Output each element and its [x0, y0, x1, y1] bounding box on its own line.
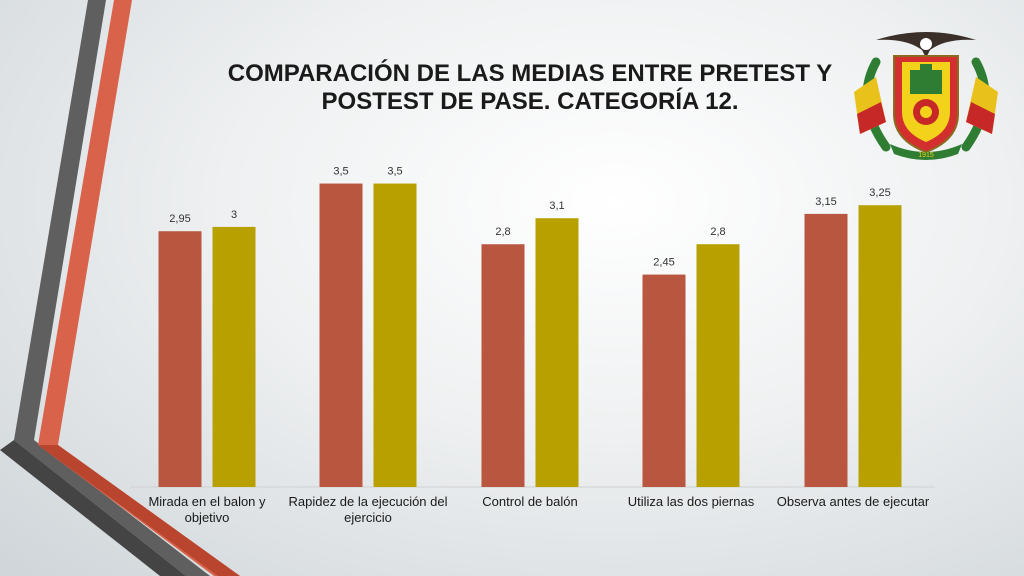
category-label-1: Mirada en el balon y objetivo: [122, 494, 292, 526]
bottom-dark-stripe: [0, 440, 186, 576]
eagle-head: [920, 38, 932, 50]
bottom-accent-stripe: [38, 445, 240, 576]
bar-series1-5: [804, 213, 848, 487]
category-label-3: Control de balón: [445, 494, 615, 510]
bar-series2-2: [373, 183, 417, 488]
target-inner: [920, 106, 932, 118]
value-labels-group: 2,95 3 3,5 3,5 2,8 3,1 2,45 2,8 3,15 3,25: [169, 166, 890, 269]
data-label-series2-1: 3: [231, 209, 237, 221]
bar-series2-1: [212, 226, 256, 487]
bars-group: [158, 183, 902, 488]
category-label-line: ejercicio: [344, 510, 392, 525]
category-label-line: Mirada en el balon y: [148, 494, 266, 509]
data-label-series2-3: 3,1: [549, 200, 564, 212]
data-label-series2-4: 2,8: [710, 226, 725, 238]
bar-series2-4: [696, 244, 740, 487]
flag-left-stripe: [857, 102, 886, 134]
category-label-2: Rapidez de la ejecución del ejercicio: [283, 494, 453, 526]
data-label-series2-5: 3,25: [869, 187, 890, 199]
castle-tower: [920, 64, 932, 72]
coat-of-arms-emblem: 1915: [854, 32, 998, 160]
data-label-series1-2: 3,5: [333, 166, 348, 178]
castle-icon: [910, 70, 942, 94]
data-label-series1-4: 2,45: [653, 257, 674, 269]
flag-right-stripe: [966, 102, 995, 134]
accent-stripe: [38, 0, 240, 576]
slide-title: COMPARACIÓN DE LAS MEDIAS ENTRE PRETEST …: [180, 60, 880, 116]
category-label-line: Observa antes de ejecutar: [776, 494, 930, 509]
ribbon-icon: [890, 144, 962, 160]
data-label-series1-1: 2,95: [169, 213, 190, 225]
category-label-line: Control de balón: [482, 494, 578, 509]
bar-series2-5: [858, 205, 902, 487]
category-label-line: Rapidez de la ejecución del: [288, 494, 448, 509]
category-label-5: Observa antes de ejecutar: [768, 494, 938, 510]
category-label-line: objetivo: [184, 510, 230, 525]
bar-series1-1: [158, 231, 202, 487]
emblem-year: 1915: [918, 152, 934, 159]
bar-series1-3: [481, 244, 525, 487]
category-label-line: Utiliza las dos piernas: [627, 494, 755, 509]
data-label-series2-2: 3,5: [387, 166, 402, 178]
bar-series1-2: [319, 183, 363, 488]
title-line-1: COMPARACIÓN DE LAS MEDIAS ENTRE PRETEST …: [227, 60, 833, 87]
bar-series1-4: [642, 274, 686, 487]
bar-series2-3: [535, 218, 579, 488]
category-label-4: Utiliza las dos piernas: [606, 494, 776, 510]
data-label-series1-3: 2,8: [495, 226, 510, 238]
dark-stripe: [14, 0, 210, 576]
title-line-2: POSTEST DE PASE. CATEGORÍA 12.: [321, 88, 739, 115]
data-label-series1-5: 3,15: [815, 196, 836, 208]
